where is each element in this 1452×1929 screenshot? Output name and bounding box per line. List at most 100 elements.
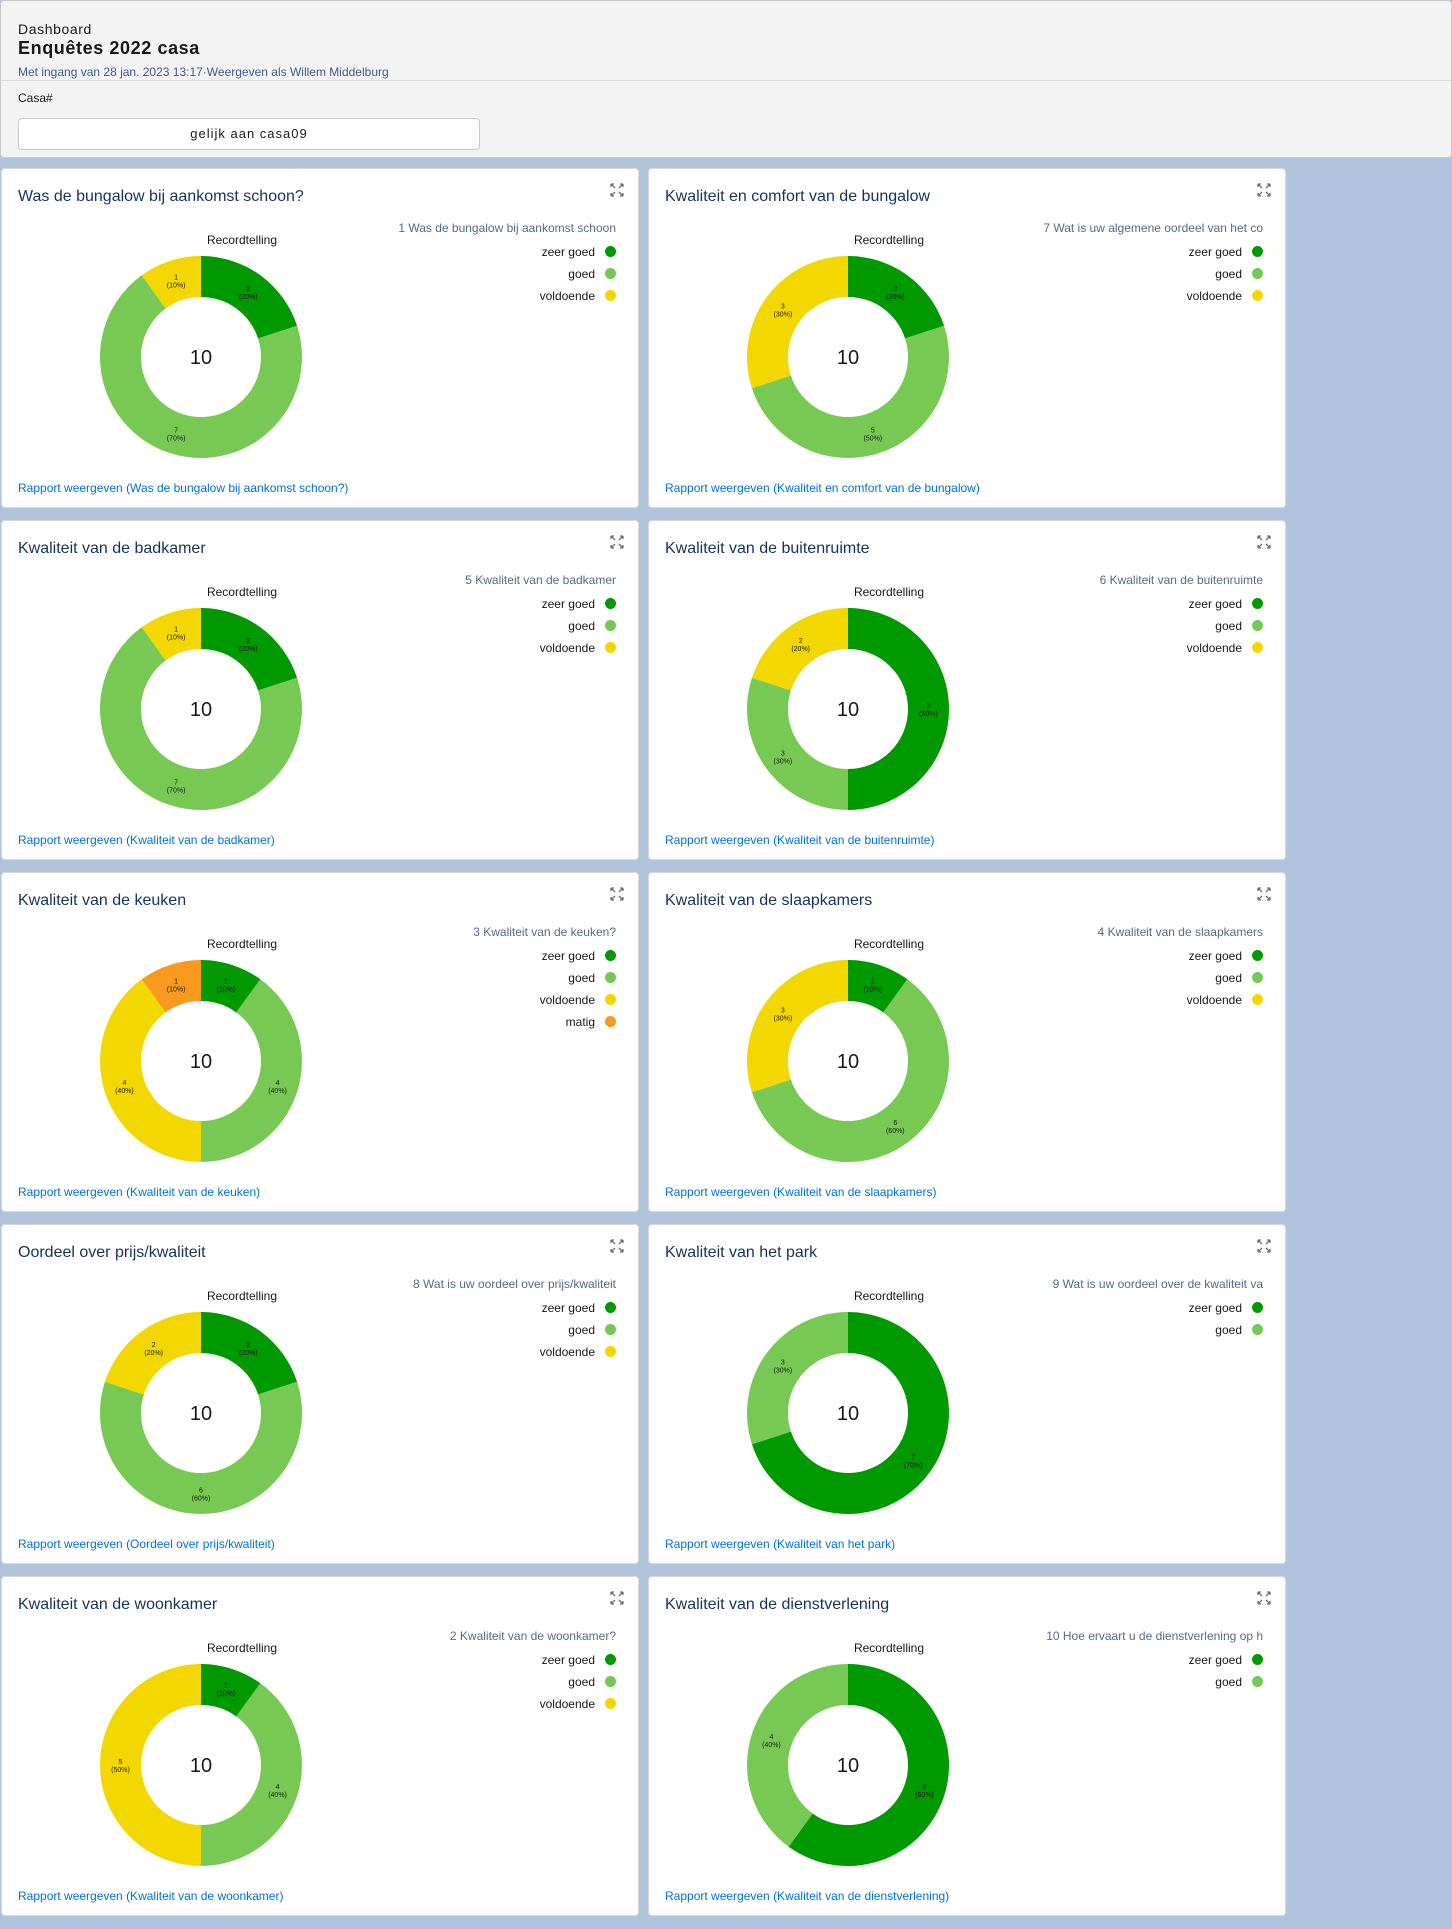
expand-icon[interactable] [1257, 1591, 1271, 1605]
donut-segment[interactable] [201, 1312, 298, 1395]
legend-title: 9 Wat is uw oordeel over de kwaliteit va [1052, 1277, 1263, 1291]
donut-segment[interactable] [848, 256, 945, 339]
casa-filter-select[interactable]: gelijk aan casa09 [18, 118, 480, 150]
legend-item[interactable]: goed [296, 1321, 616, 1343]
donut-segment[interactable] [201, 1664, 261, 1717]
legend-item[interactable]: goed [943, 969, 1263, 991]
report-link[interactable]: Rapport weergeven (Was de bungalow bij a… [18, 481, 349, 495]
donut-segment[interactable] [747, 960, 848, 1093]
donut-segment[interactable] [100, 1664, 201, 1866]
expand-icon[interactable] [1257, 535, 1271, 549]
report-link[interactable]: Rapport weergeven (Oordeel over prijs/kw… [18, 1537, 275, 1551]
legend-item-label: zeer goed [1188, 1653, 1242, 1667]
legend-item[interactable]: zeer goed [943, 1651, 1263, 1673]
legend-item[interactable]: voldoende [296, 1343, 616, 1365]
legend-item[interactable]: goed [943, 1673, 1263, 1695]
donut-segment[interactable] [104, 1312, 201, 1395]
segment-percent-label: (10%) [167, 986, 186, 993]
donut-segment[interactable] [99, 1381, 302, 1514]
donut-segment[interactable] [141, 256, 201, 309]
legend-color-dot [605, 268, 616, 279]
donut-segment[interactable] [141, 960, 201, 1013]
donut-segment[interactable] [747, 677, 848, 810]
segment-value-label: 3 [781, 1360, 785, 1367]
expand-icon[interactable] [1257, 887, 1271, 901]
donut-segment[interactable] [747, 256, 848, 389]
legend-item[interactable]: goed [296, 1673, 616, 1695]
legend-color-dot [605, 598, 616, 609]
donut-segment[interactable] [848, 608, 949, 810]
donut-chart: 1(10%) 4(40%) 5(50%) 10 [100, 1664, 302, 1866]
donut-segment[interactable] [99, 275, 302, 458]
legend-item[interactable]: matig [296, 1013, 616, 1035]
expand-icon[interactable] [610, 887, 624, 901]
legend-item-label: matig [565, 1015, 595, 1029]
chart-legend: 9 Wat is uw oordeel over de kwaliteit va… [943, 1277, 1263, 1343]
donut-segment[interactable] [747, 1312, 848, 1445]
report-link[interactable]: Rapport weergeven (Kwaliteit en comfort … [665, 481, 980, 495]
legend-item[interactable]: goed [296, 617, 616, 639]
legend-item[interactable]: voldoende [943, 287, 1263, 309]
legend-item[interactable]: voldoende [943, 639, 1263, 661]
legend-title: 7 Wat is uw algemene oordeel van het co [1043, 221, 1263, 235]
legend-item-label: zeer goed [1188, 245, 1242, 259]
expand-icon[interactable] [610, 1239, 624, 1253]
legend-item[interactable]: goed [943, 617, 1263, 639]
legend-item[interactable]: zeer goed [296, 947, 616, 969]
donut-segment[interactable] [751, 608, 848, 691]
donut-segment[interactable] [201, 960, 261, 1013]
legend-item[interactable]: zeer goed [943, 243, 1263, 265]
legend-item[interactable]: voldoende [943, 991, 1263, 1013]
donut-segment[interactable] [201, 979, 302, 1162]
expand-icon[interactable] [610, 183, 624, 197]
report-link[interactable]: Rapport weergeven (Kwaliteit van de keuk… [18, 1185, 261, 1199]
legend-item[interactable]: zeer goed [296, 1651, 616, 1673]
expand-icon[interactable] [1257, 1239, 1271, 1253]
legend-item[interactable]: goed [296, 265, 616, 287]
legend-item[interactable]: zeer goed [296, 1299, 616, 1321]
expand-icon[interactable] [610, 1591, 624, 1605]
chart-measure-label: Recordtelling [853, 1289, 925, 1303]
legend-item[interactable]: goed [943, 265, 1263, 287]
report-link[interactable]: Rapport weergeven (Kwaliteit van de buit… [665, 833, 935, 847]
segment-value-label: 3 [781, 304, 785, 311]
legend-item[interactable]: zeer goed [296, 595, 616, 617]
legend-color-dot [605, 246, 616, 257]
report-link[interactable]: Rapport weergeven (Kwaliteit van de dien… [665, 1889, 950, 1903]
report-link[interactable]: Rapport weergeven (Kwaliteit van de woon… [18, 1889, 284, 1903]
report-link[interactable]: Rapport weergeven (Kwaliteit van het par… [665, 1537, 896, 1551]
legend-item-label: voldoende [539, 641, 595, 655]
donut-segment[interactable] [751, 979, 949, 1162]
donut-segment[interactable] [751, 325, 949, 458]
donut-segment[interactable] [141, 608, 201, 661]
legend-item[interactable]: voldoende [296, 639, 616, 661]
legend-item[interactable]: voldoende [296, 1695, 616, 1717]
donut-segment[interactable] [99, 979, 201, 1162]
legend-item[interactable]: zeer goed [943, 1299, 1263, 1321]
donut-segment[interactable] [201, 256, 298, 339]
chart-measure-label: Recordtelling [853, 233, 925, 247]
donut-segment[interactable] [747, 1664, 848, 1847]
expand-icon[interactable] [1257, 183, 1271, 197]
legend-item[interactable]: zeer goed [296, 243, 616, 265]
legend-item[interactable]: goed [296, 969, 616, 991]
legend-item[interactable]: zeer goed [943, 947, 1263, 969]
legend-item-label: goed [1215, 619, 1242, 633]
legend-item[interactable]: voldoende [296, 991, 616, 1013]
donut-segment[interactable] [201, 1683, 302, 1866]
donut-segment[interactable] [788, 1664, 949, 1866]
legend-title: 1 Was de bungalow bij aankomst schoon [398, 221, 616, 235]
donut-segment[interactable] [751, 1312, 949, 1514]
legend-item[interactable]: voldoende [296, 287, 616, 309]
report-link[interactable]: Rapport weergeven (Kwaliteit van de slaa… [665, 1185, 937, 1199]
donut-segment[interactable] [99, 627, 302, 810]
report-link[interactable]: Rapport weergeven (Kwaliteit van de badk… [18, 833, 275, 847]
donut-segment[interactable] [848, 960, 908, 1013]
expand-icon[interactable] [610, 535, 624, 549]
legend-title: 10 Hoe ervaart u de dienstverlening op h [1046, 1629, 1263, 1643]
legend-item[interactable]: goed [943, 1321, 1263, 1343]
segment-value-label: 5 [119, 1759, 123, 1766]
legend-item[interactable]: zeer goed [943, 595, 1263, 617]
donut-segment[interactable] [201, 608, 298, 691]
segment-percent-label: (60%) [192, 1496, 211, 1503]
